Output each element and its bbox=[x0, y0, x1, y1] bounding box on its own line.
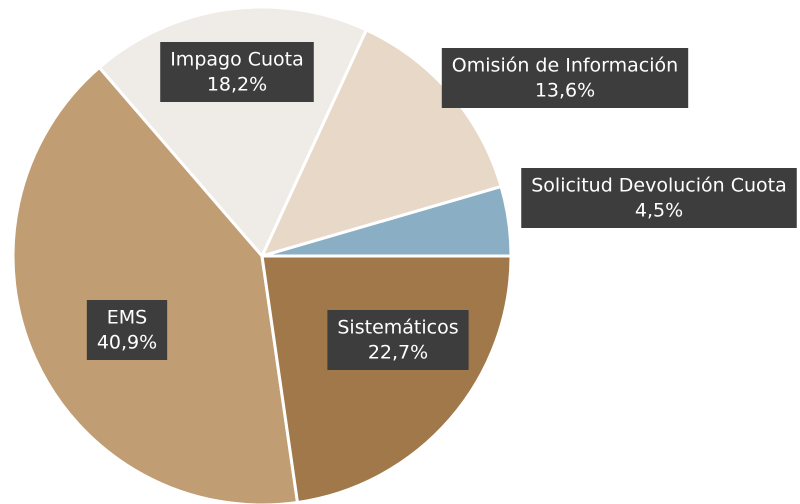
label-value: 40,9% bbox=[97, 332, 157, 354]
data-label: EMS 40,9% bbox=[86, 300, 168, 360]
label-value: 13,6% bbox=[535, 80, 595, 102]
label-name: Impago Cuota bbox=[170, 49, 304, 71]
label-name: Solicitud Devolución Cuota bbox=[531, 175, 787, 197]
data-label: Impago Cuota 18,2% bbox=[160, 42, 314, 102]
label-box bbox=[327, 310, 469, 370]
data-label: Omisión de Información 13,6% bbox=[441, 48, 689, 108]
data-label: Solicitud Devolución Cuota 4,5% bbox=[521, 168, 797, 228]
label-box bbox=[160, 42, 314, 102]
label-name: Sistemáticos bbox=[337, 317, 458, 339]
pie-slice bbox=[260, 254, 513, 504]
label-value: 4,5% bbox=[635, 200, 683, 222]
pie-slice bbox=[11, 65, 300, 504]
label-value: 18,2% bbox=[207, 74, 267, 96]
data-label: Sistemáticos 22,7% bbox=[327, 310, 469, 370]
label-name: EMS bbox=[107, 307, 147, 329]
label-name: Omisión de Información bbox=[452, 55, 678, 77]
label-value: 22,7% bbox=[368, 342, 428, 364]
label-box bbox=[441, 48, 689, 108]
label-box bbox=[521, 168, 797, 228]
label-box bbox=[86, 300, 168, 360]
